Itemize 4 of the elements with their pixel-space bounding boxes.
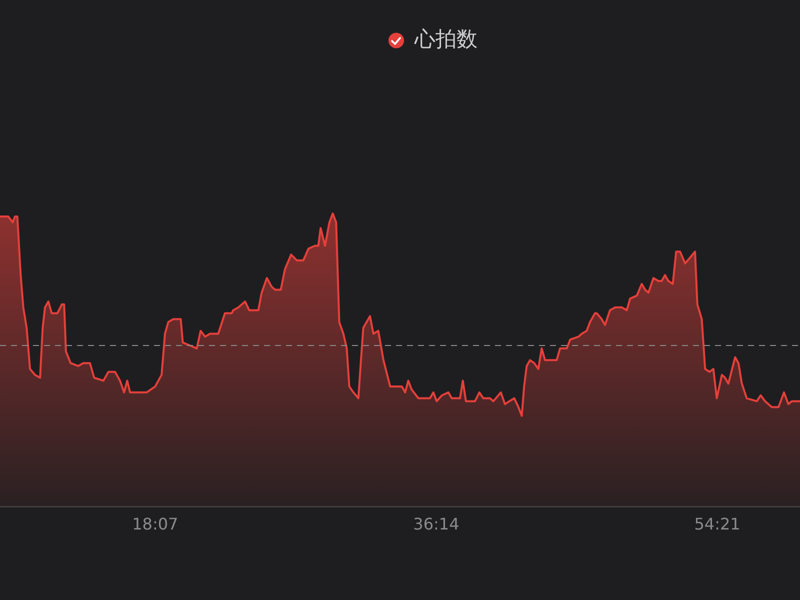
x-tick-label: 18:07 <box>132 514 178 534</box>
x-tick-label: 36:14 <box>413 514 460 534</box>
legend-label: 心拍数 <box>413 26 478 51</box>
x-tick-label: 54:21 <box>694 514 740 534</box>
